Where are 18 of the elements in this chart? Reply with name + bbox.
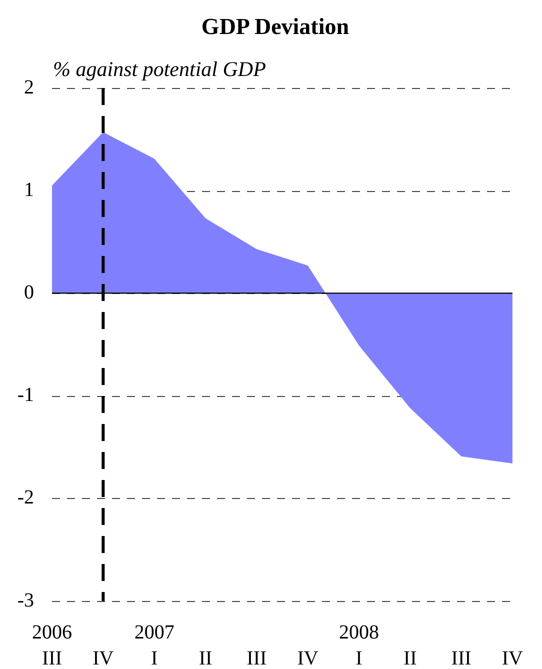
- x-tick-label: III: [246, 647, 267, 669]
- x-tick-label: IV: [297, 647, 319, 669]
- chart-title: GDP Deviation: [201, 14, 350, 39]
- y-tick-label: 2: [24, 76, 34, 98]
- y-axis-title: % against potential GDP: [53, 57, 266, 81]
- y-tick-label: 0: [24, 281, 34, 304]
- x-tick-label: II: [403, 647, 417, 669]
- x-tick-label: 2008 I: [338, 621, 379, 669]
- y-tick-label: -1: [17, 384, 34, 406]
- y-tick-label: -2: [17, 486, 34, 509]
- x-tick-label: IV: [92, 647, 114, 669]
- x-tick-label: III: [451, 647, 472, 669]
- x-tick-label: IV: [502, 647, 524, 669]
- x-tick-label: II: [198, 647, 212, 669]
- x-tick-label: 2006 III: [32, 621, 72, 669]
- y-tick-label: 1: [24, 178, 34, 201]
- x-tick-label: 2007 I: [134, 621, 174, 669]
- y-tick-label: -3: [17, 589, 34, 612]
